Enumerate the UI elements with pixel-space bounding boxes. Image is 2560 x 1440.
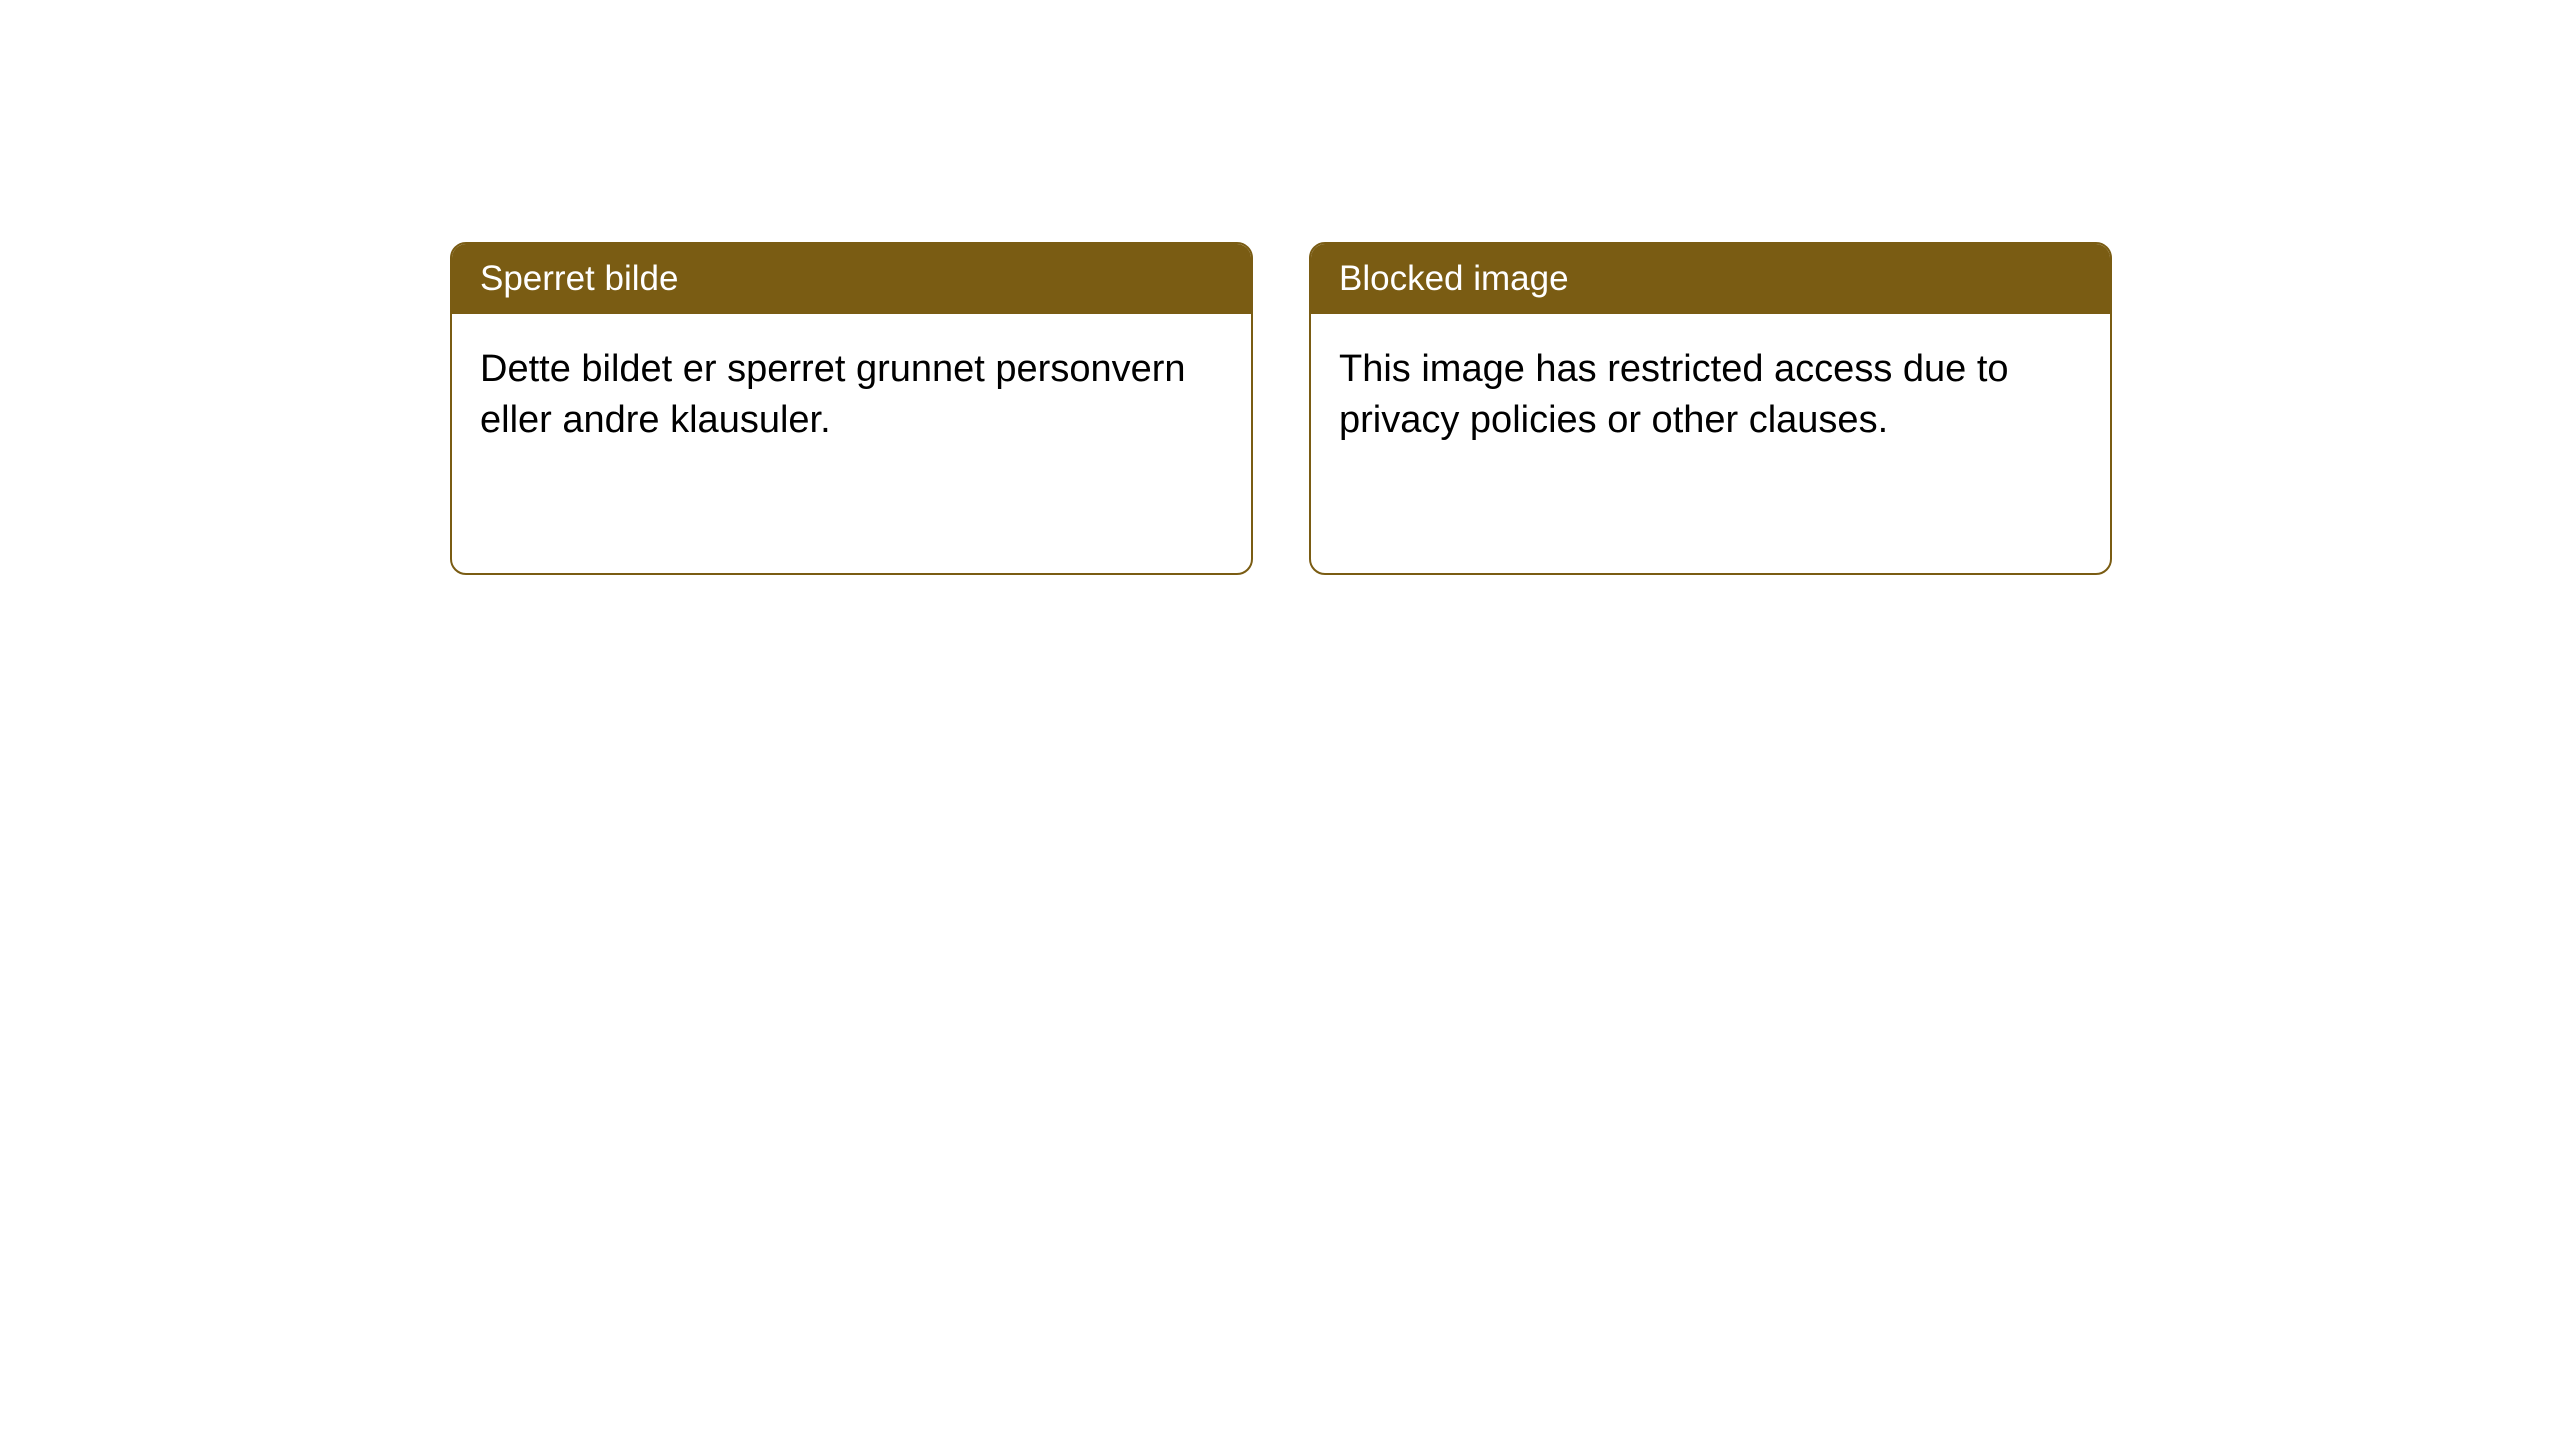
notice-body: Dette bildet er sperret grunnet personve… xyxy=(452,314,1251,477)
notice-title: Sperret bilde xyxy=(452,244,1251,314)
notice-title: Blocked image xyxy=(1311,244,2110,314)
notice-card-norwegian: Sperret bilde Dette bildet er sperret gr… xyxy=(450,242,1253,575)
notice-card-english: Blocked image This image has restricted … xyxy=(1309,242,2112,575)
notice-body: This image has restricted access due to … xyxy=(1311,314,2110,477)
blocked-image-notices: Sperret bilde Dette bildet er sperret gr… xyxy=(450,242,2112,575)
